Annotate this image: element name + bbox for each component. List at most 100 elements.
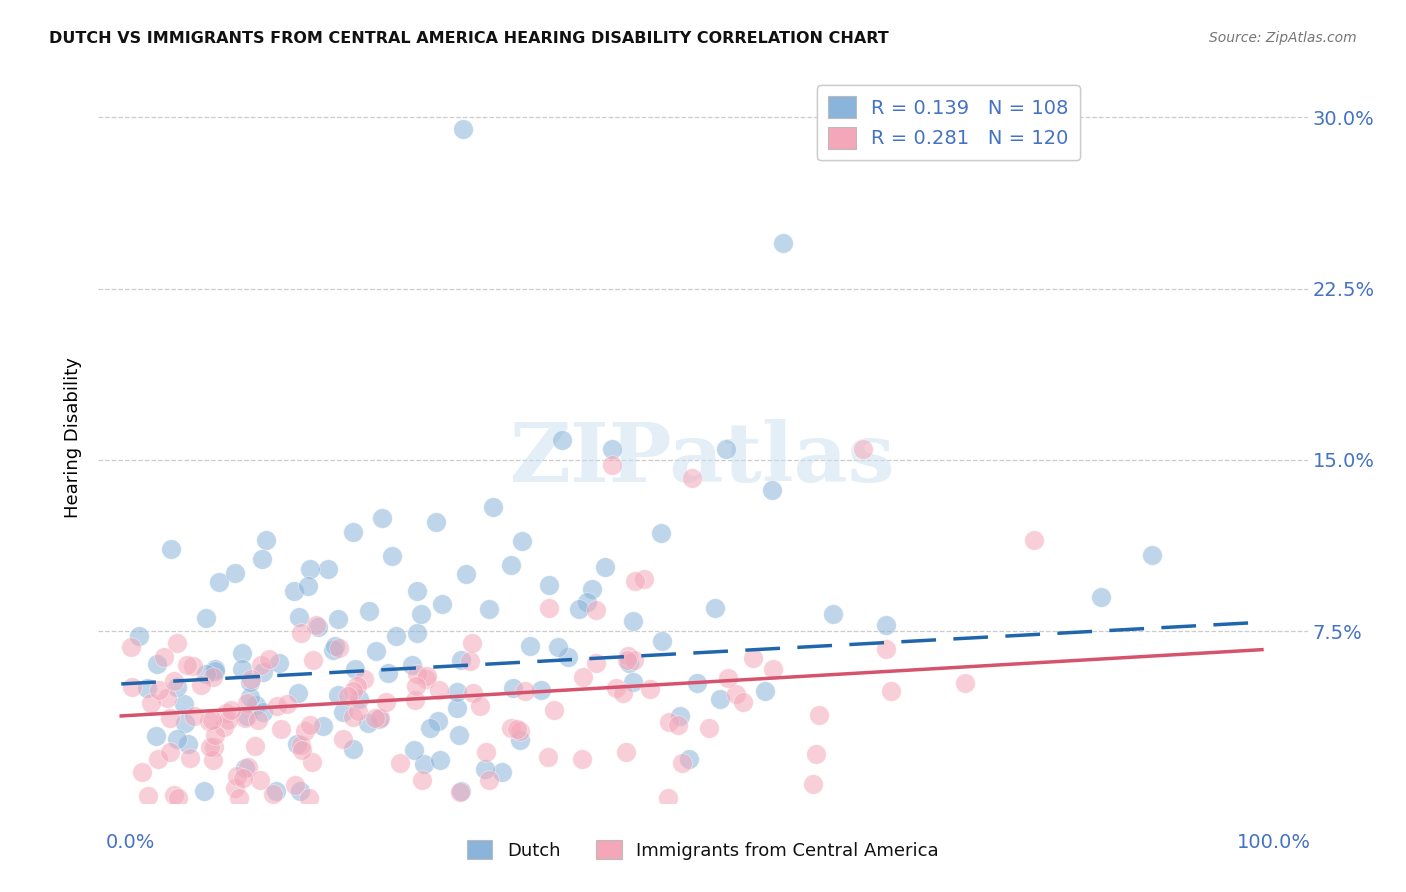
Point bbox=[232, 771, 254, 785]
Point bbox=[474, 745, 496, 759]
Point bbox=[298, 791, 321, 805]
Text: DUTCH VS IMMIGRANTS FROM CENTRAL AMERICA HEARING DISABILITY CORRELATION CHART: DUTCH VS IMMIGRANTS FROM CENTRAL AMERICA… bbox=[49, 31, 889, 46]
Point bbox=[621, 675, 644, 690]
Point bbox=[328, 640, 350, 655]
Point bbox=[725, 687, 748, 701]
Point bbox=[681, 471, 703, 485]
Point bbox=[543, 703, 565, 717]
Point bbox=[298, 717, 321, 731]
Point bbox=[568, 602, 591, 616]
Point bbox=[231, 646, 253, 660]
Point bbox=[283, 583, 305, 598]
Point bbox=[364, 644, 387, 658]
Point bbox=[328, 689, 350, 703]
Point bbox=[252, 665, 274, 679]
Point bbox=[547, 640, 569, 655]
Point bbox=[880, 684, 903, 698]
Point bbox=[202, 739, 225, 754]
Point bbox=[402, 743, 425, 757]
Point bbox=[214, 720, 236, 734]
Point bbox=[491, 764, 513, 779]
Point bbox=[159, 710, 181, 724]
Point bbox=[193, 784, 215, 798]
Point bbox=[405, 667, 427, 681]
Point bbox=[502, 681, 524, 695]
Point bbox=[515, 684, 537, 698]
Point bbox=[429, 753, 451, 767]
Point bbox=[353, 673, 375, 687]
Point bbox=[474, 762, 496, 776]
Point bbox=[852, 442, 875, 456]
Point bbox=[449, 784, 471, 798]
Point bbox=[581, 582, 603, 596]
Point bbox=[458, 654, 481, 668]
Point bbox=[204, 728, 226, 742]
Point bbox=[346, 705, 368, 719]
Point bbox=[657, 791, 679, 805]
Point bbox=[332, 732, 354, 747]
Point bbox=[148, 682, 170, 697]
Point bbox=[252, 705, 274, 719]
Point bbox=[249, 657, 271, 672]
Point bbox=[585, 657, 607, 671]
Point bbox=[575, 594, 598, 608]
Point bbox=[1022, 533, 1045, 547]
Point bbox=[236, 760, 259, 774]
Point bbox=[267, 656, 290, 670]
Point bbox=[612, 686, 634, 700]
Point bbox=[264, 784, 287, 798]
Point bbox=[686, 676, 709, 690]
Point bbox=[600, 442, 623, 456]
Point bbox=[585, 603, 607, 617]
Point bbox=[600, 458, 623, 472]
Point bbox=[239, 690, 262, 704]
Point bbox=[145, 730, 167, 744]
Point bbox=[409, 607, 432, 621]
Point bbox=[595, 560, 617, 574]
Point bbox=[808, 707, 831, 722]
Point bbox=[509, 723, 531, 738]
Point bbox=[426, 714, 449, 728]
Point bbox=[374, 695, 396, 709]
Point bbox=[571, 752, 593, 766]
Point bbox=[633, 572, 655, 586]
Point bbox=[136, 789, 159, 804]
Point bbox=[446, 685, 468, 699]
Point bbox=[621, 614, 644, 628]
Point bbox=[453, 121, 475, 136]
Point bbox=[709, 691, 731, 706]
Point bbox=[305, 617, 328, 632]
Point bbox=[217, 713, 239, 727]
Point bbox=[953, 676, 976, 690]
Point bbox=[326, 612, 349, 626]
Point bbox=[233, 711, 256, 725]
Point bbox=[1142, 549, 1164, 563]
Point bbox=[530, 682, 553, 697]
Point bbox=[669, 709, 692, 723]
Point bbox=[163, 674, 186, 689]
Point bbox=[875, 618, 897, 632]
Point bbox=[219, 704, 242, 718]
Point bbox=[194, 611, 217, 625]
Point bbox=[342, 684, 364, 698]
Point bbox=[198, 714, 221, 728]
Point bbox=[456, 567, 478, 582]
Point bbox=[509, 733, 531, 747]
Point bbox=[703, 601, 725, 615]
Point bbox=[297, 579, 319, 593]
Point bbox=[322, 643, 344, 657]
Point bbox=[224, 781, 246, 796]
Point bbox=[772, 235, 794, 250]
Point bbox=[284, 778, 307, 792]
Point bbox=[363, 711, 385, 725]
Point bbox=[804, 747, 827, 761]
Point bbox=[425, 515, 447, 529]
Point bbox=[312, 719, 335, 733]
Point bbox=[228, 791, 250, 805]
Point bbox=[658, 714, 681, 729]
Point bbox=[290, 738, 312, 752]
Point bbox=[651, 634, 673, 648]
Point bbox=[245, 698, 267, 713]
Point bbox=[875, 641, 897, 656]
Point bbox=[714, 442, 737, 456]
